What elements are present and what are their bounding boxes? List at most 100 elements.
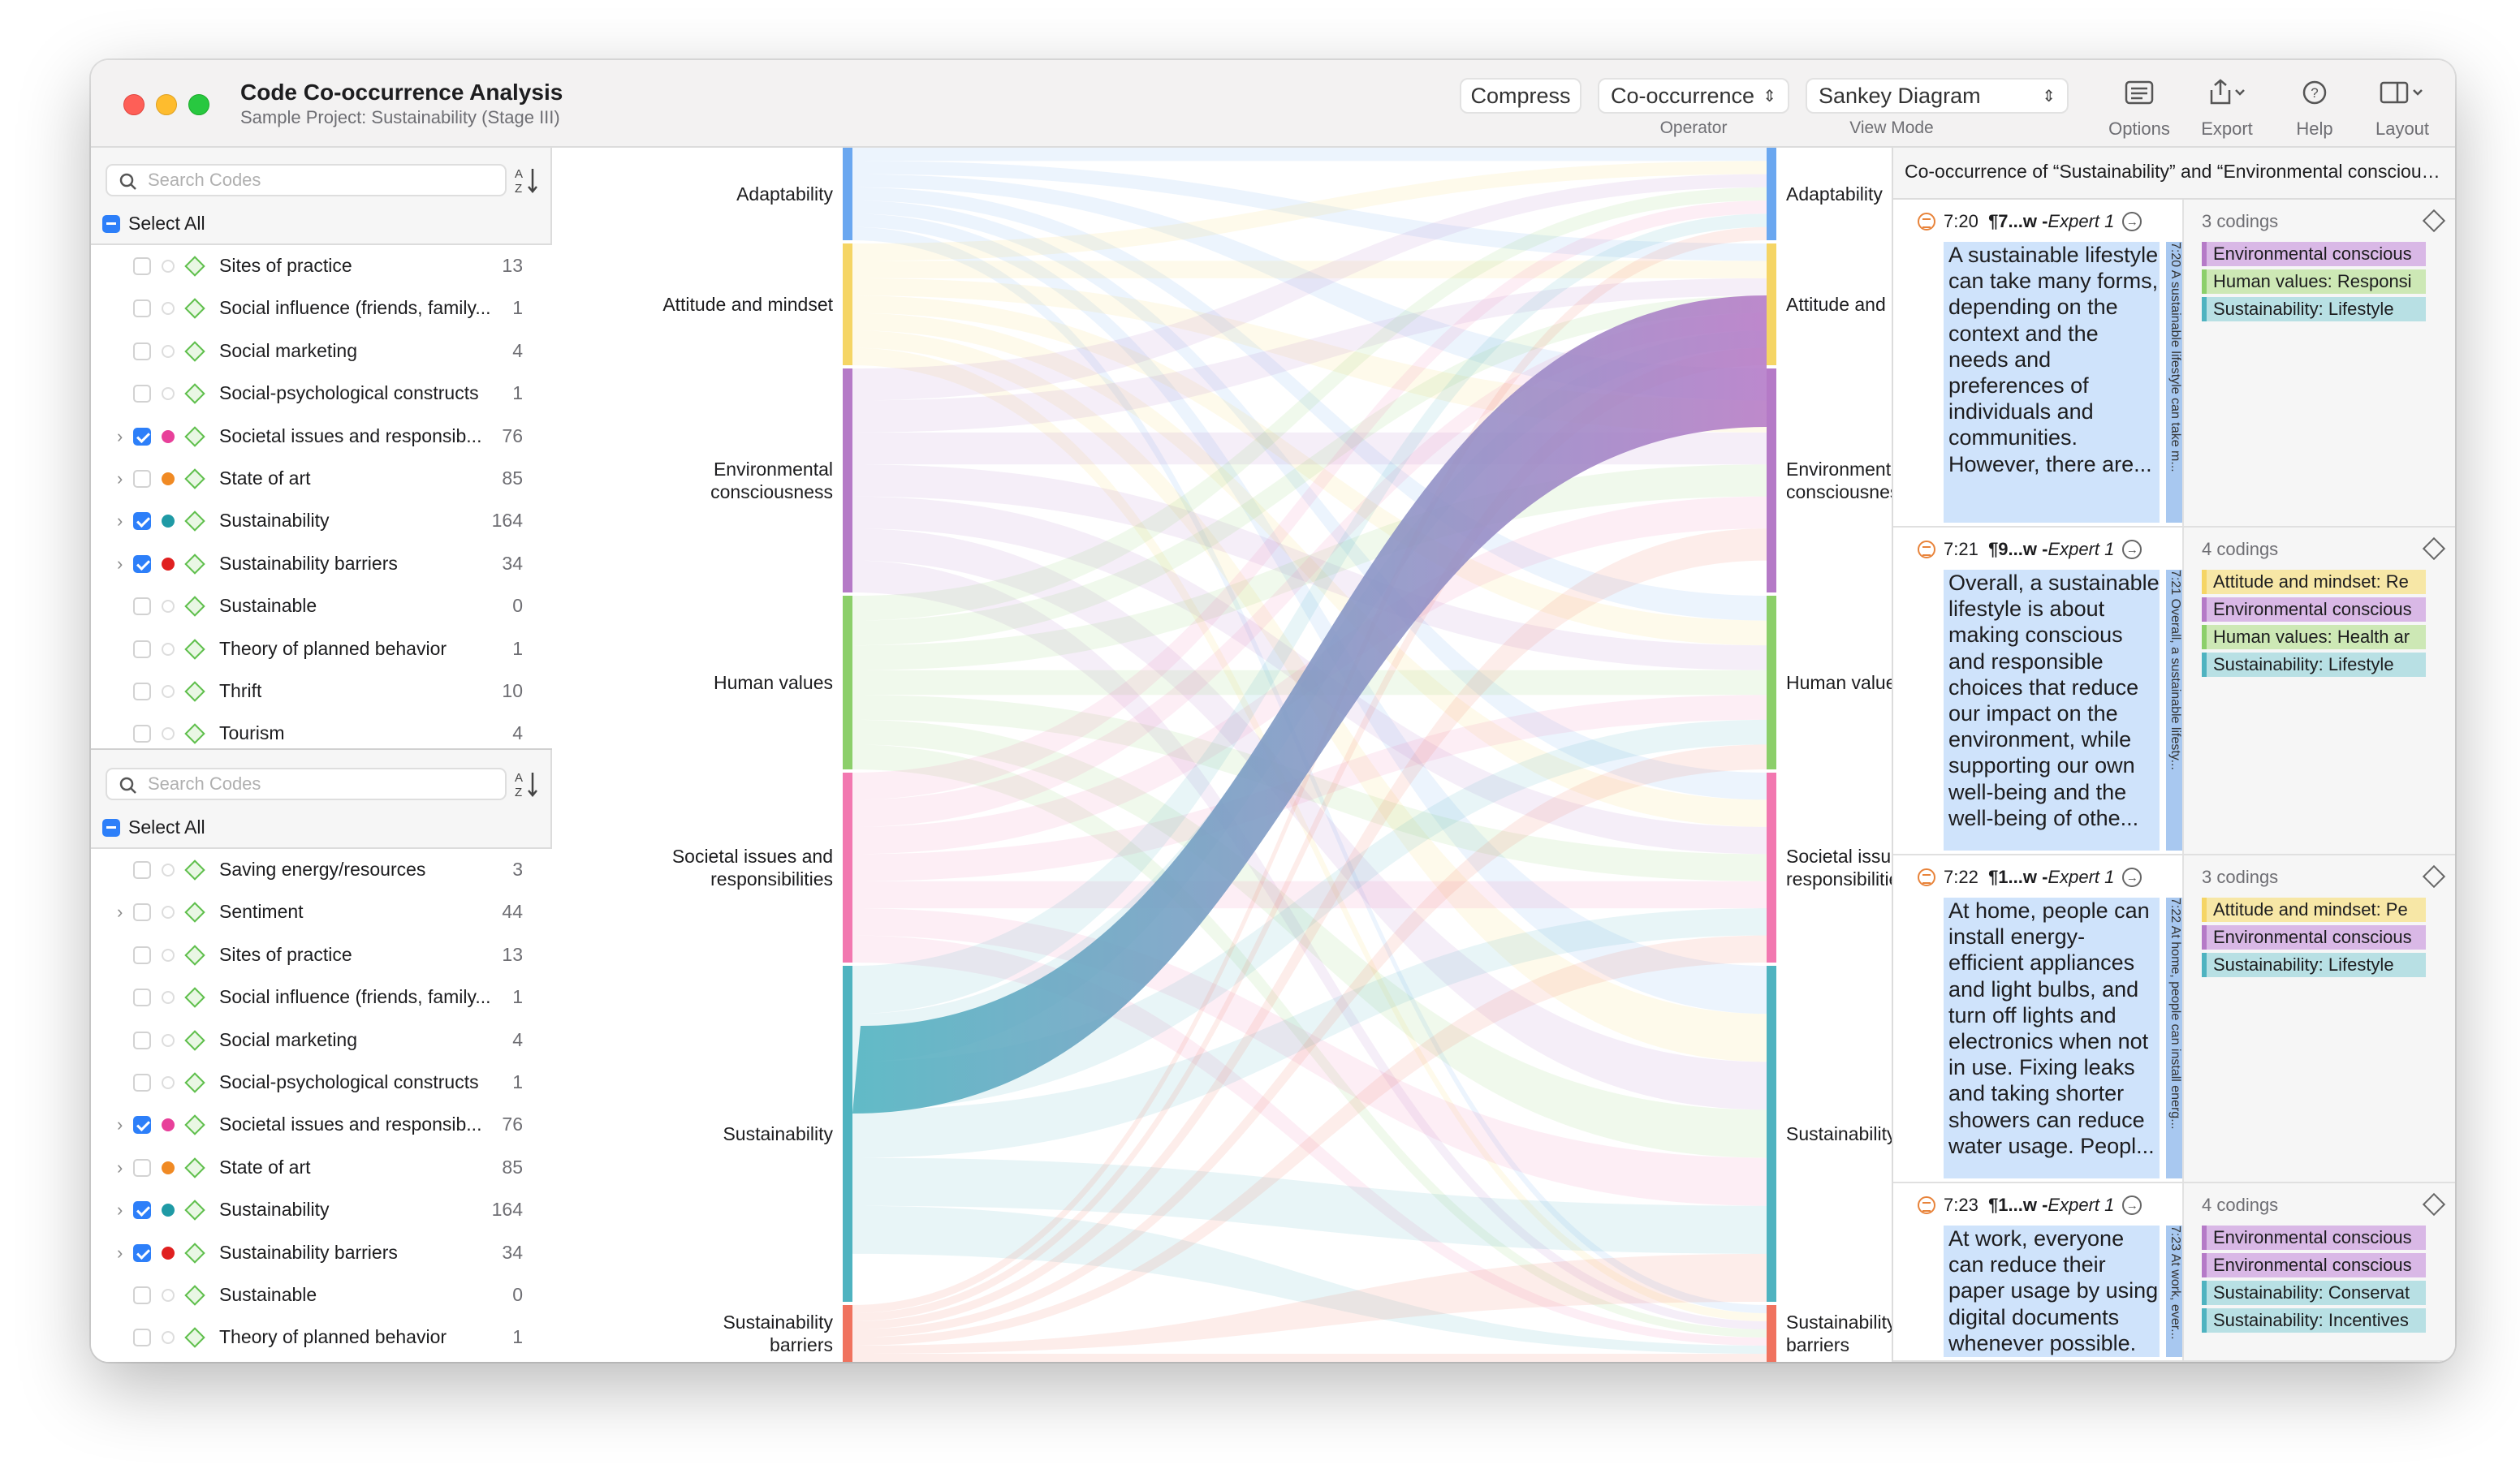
pane-divider[interactable] [91,748,552,750]
code-row[interactable]: Saving energy/resources 3 [91,849,552,891]
go-to-arrow-icon[interactable]: → [2122,1195,2142,1215]
code-row[interactable]: Sites of practice 13 [91,245,552,287]
sankey-link[interactable] [852,528,1767,1110]
close-window-button[interactable] [123,94,145,115]
disclosure-chevron-icon[interactable]: › [117,553,123,574]
code-checkbox[interactable] [133,1073,151,1092]
sankey-link[interactable] [852,695,1767,881]
go-to-arrow-icon[interactable]: → [2122,540,2142,559]
code-checkbox[interactable] [133,1201,151,1220]
coding-tag[interactable]: Sustainability: Incentives [2202,1308,2426,1333]
code-row[interactable]: Social-psychological constructs 1 [91,373,552,415]
code-checkbox[interactable] [133,640,151,658]
code-checkbox[interactable] [133,469,151,488]
disclosure-chevron-icon[interactable]: › [117,425,123,446]
disclosure-chevron-icon[interactable]: › [117,902,123,923]
coding-tag[interactable]: Environmental conscious [2202,1226,2426,1250]
select-all-checkbox[interactable] [102,818,120,837]
code-checkbox[interactable] [133,299,151,318]
tag-icon[interactable] [2422,864,2446,889]
coding-tag[interactable]: Sustainability: Lifestyle [2202,953,2426,977]
sankey-link[interactable] [852,187,1767,621]
sankey-link[interactable] [852,464,1767,670]
code-row[interactable]: Social marketing 4 [91,330,552,373]
sankey-link[interactable] [852,347,1767,1321]
tag-icon[interactable] [2422,209,2446,233]
help-button[interactable]: ? Help [2270,76,2359,140]
sankey-link[interactable] [852,295,1767,646]
code-row[interactable]: Social marketing 4 [91,1019,552,1062]
code-checkbox[interactable] [133,682,151,700]
sankey-node-left[interactable] [843,773,852,963]
code-row[interactable]: Thrift 10 [91,670,552,713]
code-checkbox[interactable] [133,1031,151,1049]
code-checkbox[interactable] [133,1286,151,1304]
sankey-link[interactable] [852,744,1767,1338]
go-to-arrow-icon[interactable]: → [2122,868,2142,887]
code-row[interactable]: Sustainable 0 [91,585,552,627]
sankey-node-left[interactable] [843,368,852,592]
code-checkbox[interactable] [133,597,151,616]
minimize-window-button[interactable] [156,94,177,115]
sankey-node-right[interactable] [1767,368,1776,592]
quotation-card[interactable]: 7:23 ¶1...w - Expert 1 → At work, everyone… [1893,1183,2455,1362]
coding-tag[interactable]: Sustainability: Lifestyle [2202,653,2426,677]
sankey-link[interactable] [852,174,1767,401]
go-to-arrow-icon[interactable]: → [2122,212,2142,231]
sankey-link[interactable] [852,200,1767,800]
disclosure-chevron-icon[interactable]: › [117,1114,123,1135]
code-row[interactable]: › Sustainability barriers 34 [91,1232,552,1274]
code-checkbox[interactable] [133,1116,151,1135]
sankey-node-right[interactable] [1767,966,1776,1302]
code-checkbox[interactable] [133,512,151,531]
sankey-link[interactable] [852,464,1767,670]
quotation-text[interactable]: At home, people can install energy-effic… [1944,898,2160,1178]
code-row[interactable]: Social influence (friends, family... 1 [91,976,552,1019]
sankey-link[interactable] [852,908,1767,1158]
code-checkbox[interactable] [133,725,151,743]
compress-button[interactable]: Compress [1460,78,1581,114]
code-row[interactable]: Sites of practice 13 [91,934,552,976]
code-checkbox[interactable] [133,342,151,360]
coding-tag[interactable]: Environmental conscious [2202,242,2426,266]
sankey-link[interactable] [852,295,1767,646]
sankey-node-right[interactable] [1767,148,1776,240]
sankey-link[interactable] [852,278,1767,433]
sankey-link[interactable] [852,881,1767,909]
code-checkbox[interactable] [133,1329,151,1347]
code-row[interactable]: Theory of planned behavior 1 [91,628,552,670]
search-input-left[interactable]: Search Codes [106,164,507,196]
code-row[interactable]: › Societal issues and responsib... 76 [91,416,552,458]
code-checkbox[interactable] [133,861,151,879]
code-row[interactable]: › Sentiment 44 [91,891,552,933]
view-mode-select[interactable]: Sankey Diagram ⇕ [1806,78,2069,114]
code-checkbox[interactable] [133,257,151,275]
sankey-link[interactable] [852,213,1767,1015]
sankey-link[interactable] [852,908,1767,1206]
sankey-link[interactable] [852,560,1767,1329]
layout-button[interactable]: Layout [2358,76,2447,140]
sankey-node-right[interactable] [1767,243,1776,365]
code-row[interactable]: Theory of planned behavior 1 [91,1316,552,1359]
code-row[interactable]: › Sustainability barriers 34 [91,543,552,585]
coding-tag[interactable]: Human values: Responsi [2202,269,2426,294]
sankey-link[interactable] [852,347,1767,1321]
code-row[interactable]: › State of art 85 [91,458,552,500]
sankey-node-left[interactable] [843,966,852,1302]
sankey-link[interactable] [852,312,1767,827]
code-row[interactable]: Sustainable 0 [91,1274,552,1316]
quotation-text[interactable]: At work, everyone can reduce their paper… [1944,1226,2160,1357]
sankey-link[interactable] [852,744,1767,1338]
sankey-link[interactable] [852,719,1767,1110]
tag-icon[interactable] [2422,1192,2446,1217]
code-row[interactable]: › State of art 85 [91,1147,552,1189]
code-checkbox[interactable] [133,385,151,403]
sankey-node-left[interactable] [843,148,852,240]
sankey-link-highlighted[interactable] [852,295,1767,1114]
operator-select[interactable]: Co-occurrence ⇕ [1598,78,1789,114]
sankey-link[interactable] [852,148,1767,162]
sankey-link[interactable] [852,213,1767,1015]
search-input-right[interactable]: Search Codes [106,768,507,800]
